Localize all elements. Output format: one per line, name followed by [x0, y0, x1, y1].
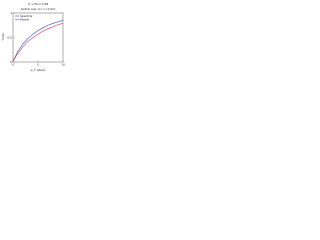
y-tick-label: 1 [10, 11, 12, 15]
series-line [12, 20, 64, 62]
chart: U + Pion 0.98 Central, hea, mu = 1.0 GeV… [1, 2, 65, 72]
x-axis-label: p_T (GeV) [31, 68, 46, 72]
y-axis-label: Yield [1, 33, 5, 40]
y-tick-label: 0.5 [7, 36, 12, 40]
y-tick-label: 0 [10, 60, 12, 64]
chart-title: U + Pion 0.98 [28, 2, 49, 6]
legend-label: Model [20, 18, 29, 22]
x-tick-label: 10 [61, 63, 65, 67]
legend-label: Spectral [20, 14, 33, 18]
chart-subtitle: Central, hea, mu = 1.0 GeV [21, 7, 56, 11]
x-tick-label: 5 [37, 63, 39, 67]
x-tick-label: 0 [12, 63, 14, 67]
series-line [12, 23, 64, 62]
page: {"chart_data":{"type":"line","title":"U … [0, 0, 320, 73]
